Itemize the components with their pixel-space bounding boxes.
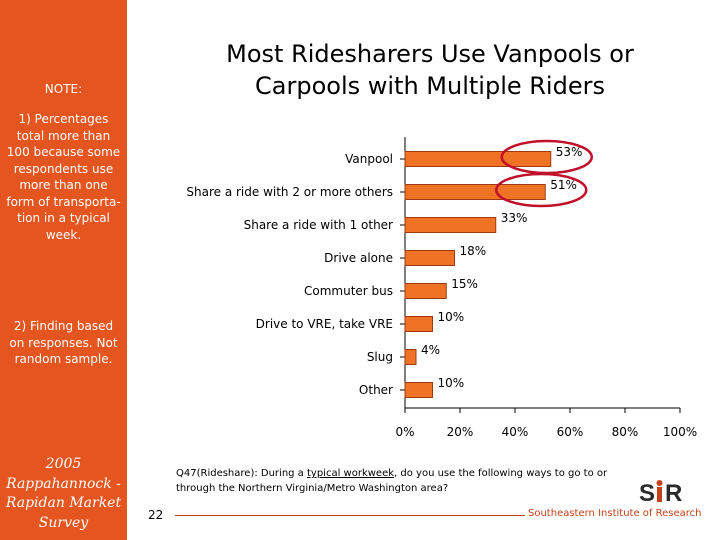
note-heading: NOTE: bbox=[44, 82, 83, 96]
footer-divider bbox=[175, 515, 525, 516]
x-tick-label: 40% bbox=[502, 425, 529, 439]
data-label: 53% bbox=[556, 145, 583, 159]
category-label: Share a ride with 2 or more others bbox=[186, 185, 393, 199]
data-label: 10% bbox=[438, 376, 465, 390]
footnote-suffix: , do you use the following ways to go to… bbox=[176, 468, 608, 494]
svg-text:S: S bbox=[639, 480, 655, 506]
page-number: 22 bbox=[148, 508, 164, 522]
data-label: 15% bbox=[451, 277, 478, 291]
data-label: 51% bbox=[550, 178, 577, 192]
slide-title: Most Ridesharers Use Vanpools or Carpool… bbox=[150, 38, 710, 102]
svg-text:R: R bbox=[665, 480, 682, 506]
bar-chart: 0% 20% 40% 60% 80% 100% Vanpool 53% Share a ride… bbox=[186, 137, 697, 439]
slide-title-line-2: Carpools with Multiple Riders bbox=[255, 72, 605, 100]
question-footnote: Q47(Rideshare): During a typical workwee… bbox=[176, 466, 626, 496]
x-tick-label: 80% bbox=[612, 425, 639, 439]
x-tick-label: 0% bbox=[395, 425, 414, 439]
x-tick-label: 20% bbox=[447, 425, 474, 439]
sidebar: NOTE: 1) Percentages total more than 100… bbox=[0, 0, 127, 540]
category-label: Drive alone bbox=[324, 251, 393, 265]
note-sample: 2) Finding based on responses. Not rando… bbox=[9, 319, 118, 366]
data-label: 33% bbox=[501, 211, 528, 225]
bar-drive-alone bbox=[404, 250, 455, 266]
bar-vanpool bbox=[404, 151, 552, 167]
x-tick-label: 60% bbox=[557, 425, 584, 439]
data-label: 4% bbox=[421, 343, 440, 357]
footnote-underlined: typical workweek bbox=[307, 468, 395, 479]
bar-share-a-ride-with-1-other bbox=[404, 217, 497, 233]
survey-name: 2005 Rappahannock - Rapidan Market Surve… bbox=[5, 456, 122, 531]
category-label: Commuter bus bbox=[304, 284, 393, 298]
category-label: Other bbox=[359, 383, 393, 397]
category-label: Drive to VRE, take VRE bbox=[256, 317, 393, 331]
bar-slug bbox=[404, 349, 417, 365]
note-percentages: 1) Percentages total more than 100 becau… bbox=[6, 112, 121, 242]
bar-other bbox=[404, 382, 433, 398]
sir-logo: S R bbox=[639, 480, 682, 506]
bar-commuter-bus bbox=[404, 283, 447, 299]
data-label: 18% bbox=[460, 244, 487, 258]
slide-title-line-1: Most Ridesharers Use Vanpools or bbox=[226, 40, 634, 68]
category-label: Slug bbox=[367, 350, 393, 364]
bar-drive-to-vre-take-vre bbox=[404, 316, 433, 332]
data-label: 10% bbox=[438, 310, 465, 324]
organization-name: Southeastern Institute of Research bbox=[528, 508, 702, 519]
x-tick-label: 100% bbox=[663, 425, 697, 439]
highlight-ellipse bbox=[495, 172, 588, 208]
footnote-prefix: Q47(Rideshare): During a bbox=[176, 468, 307, 479]
bar-share-a-ride-with-2-or-more-others bbox=[404, 184, 546, 200]
category-label: Vanpool bbox=[345, 152, 393, 166]
category-label: Share a ride with 1 other bbox=[244, 218, 393, 232]
